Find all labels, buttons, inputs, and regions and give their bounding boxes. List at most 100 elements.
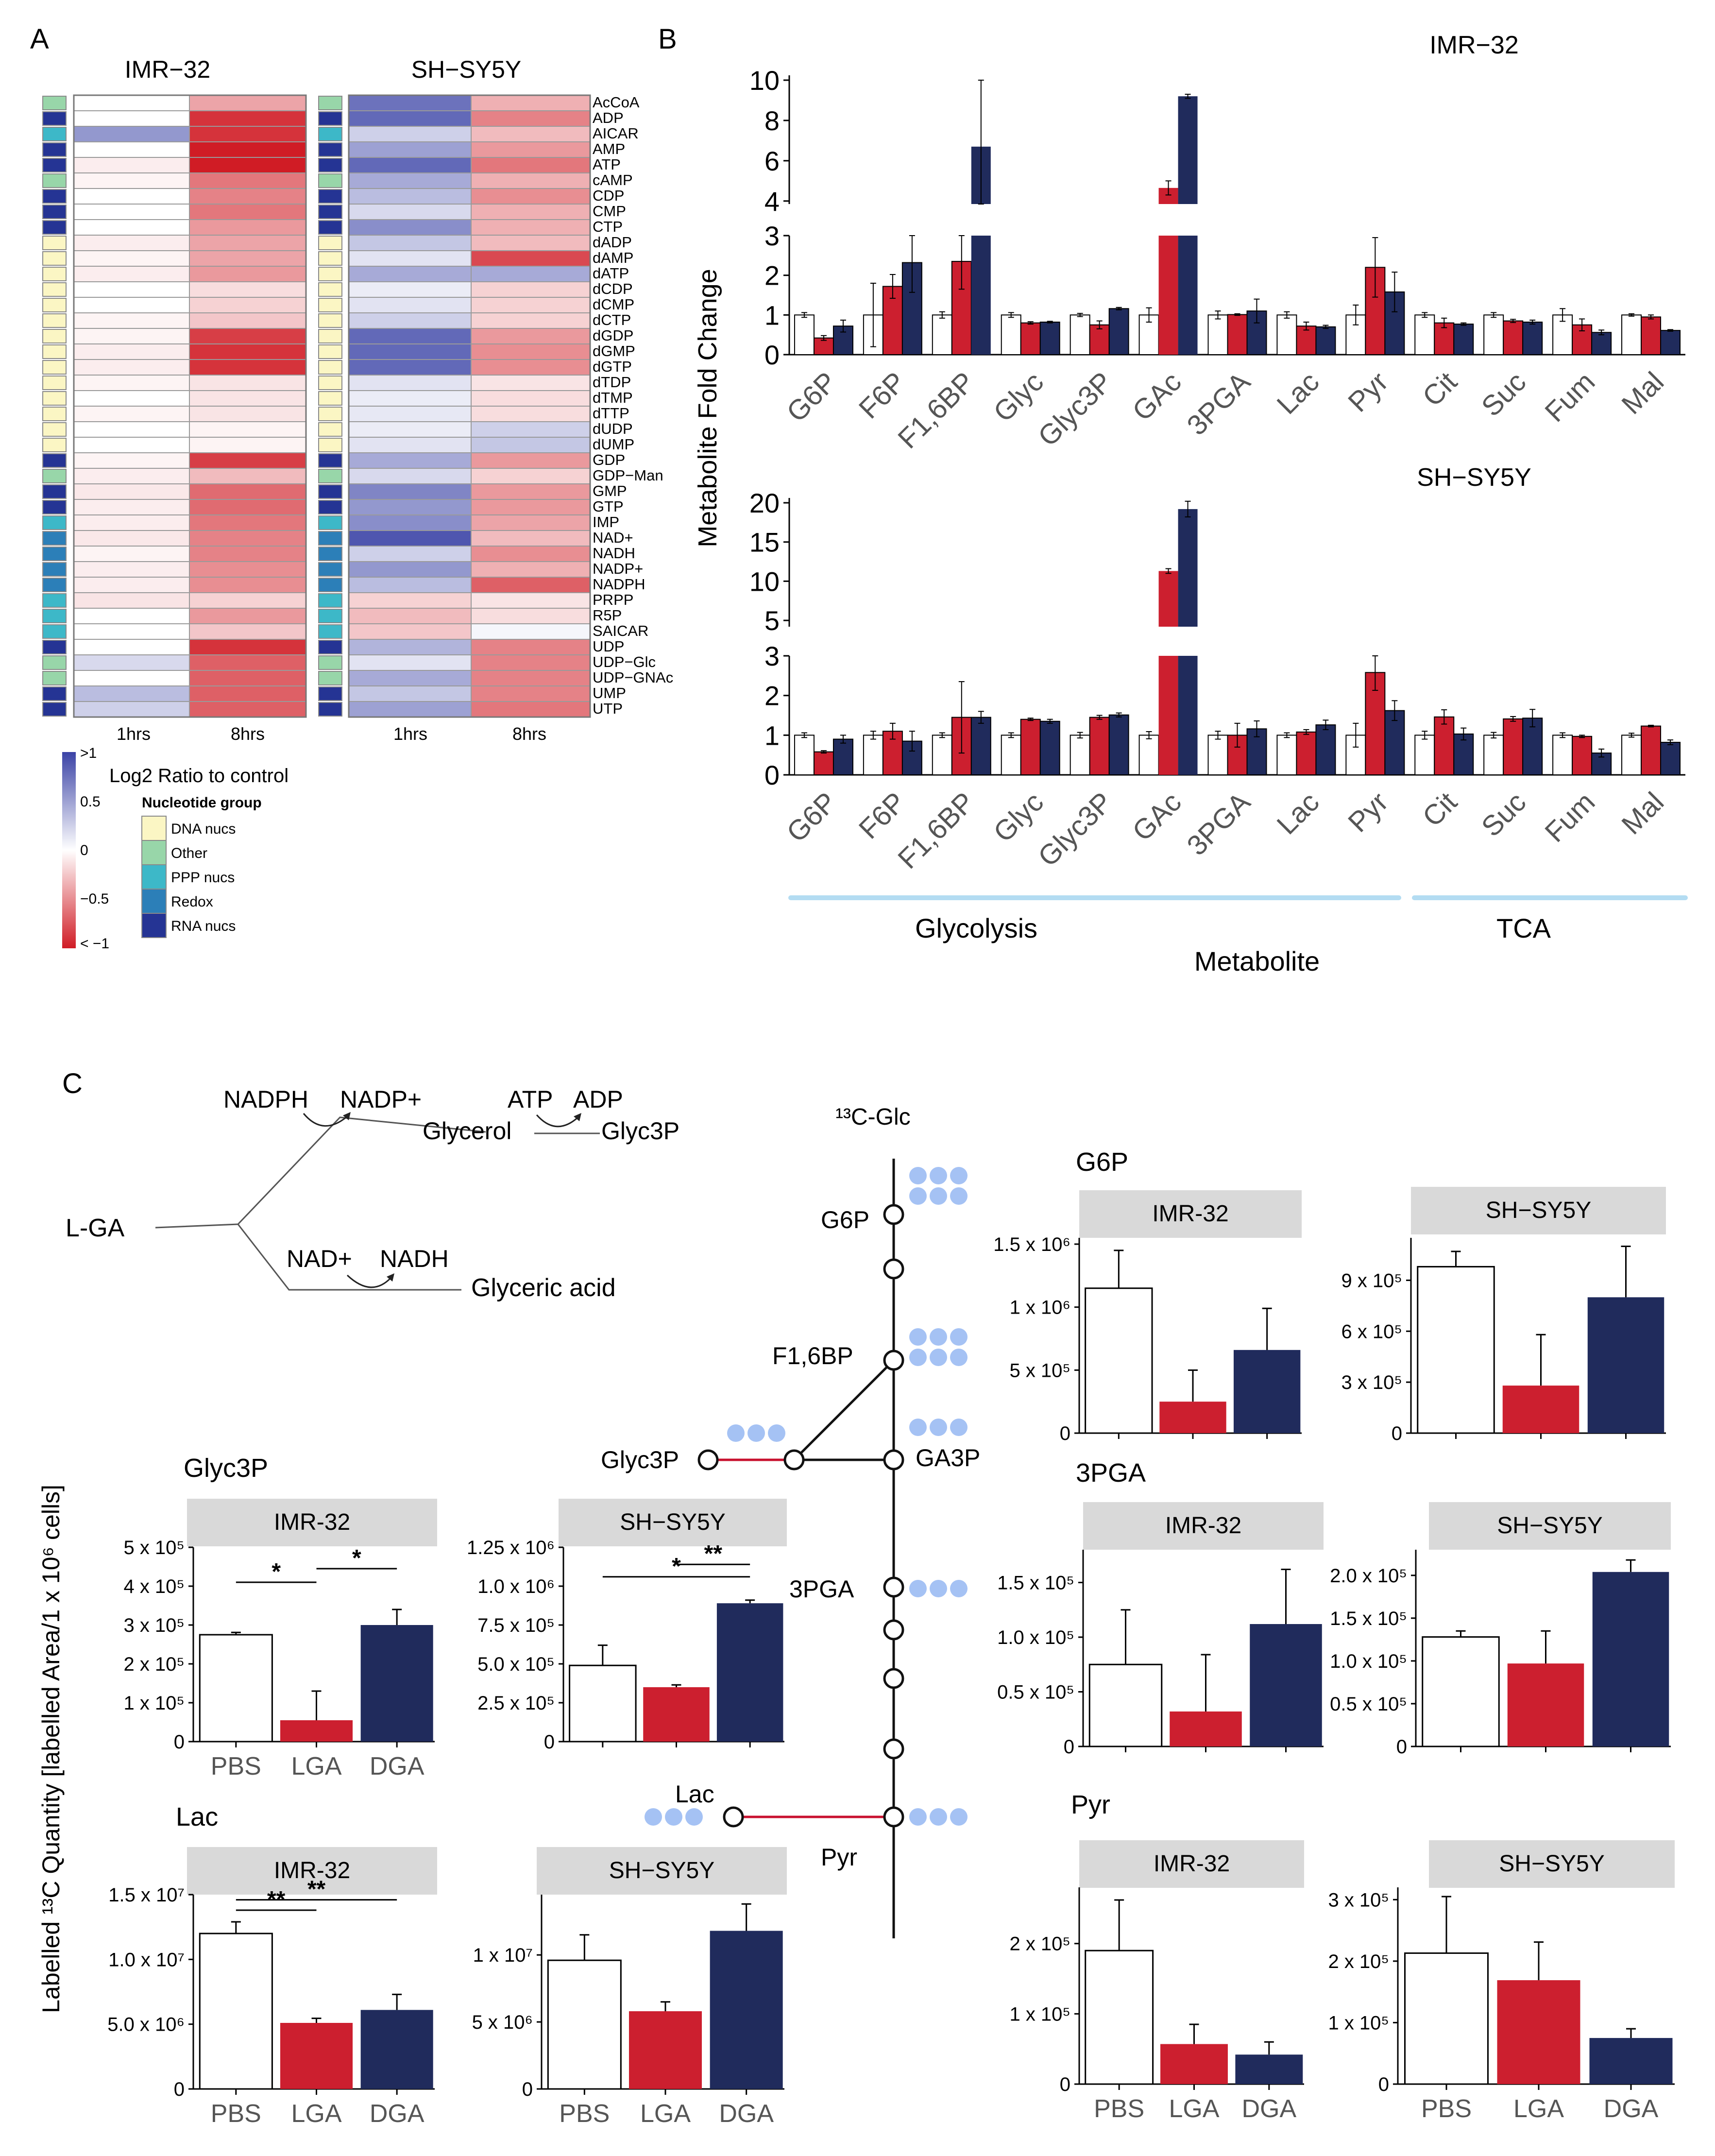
heatmap-cell <box>73 701 190 718</box>
pathway-node <box>883 1576 904 1598</box>
heatmap-cell <box>73 235 190 251</box>
facet-strip <box>187 1499 437 1546</box>
chart-title: G6P <box>1076 1147 1128 1177</box>
heatmap-cell <box>73 592 190 609</box>
carbon-dot <box>909 1167 927 1184</box>
group-cell-shsy5y <box>318 531 342 546</box>
group-cell-shsy5y <box>318 671 342 685</box>
heatmap-cell <box>348 546 472 562</box>
carbon-dot <box>909 1808 927 1826</box>
bar <box>1404 1952 1489 2085</box>
heatmap-cell <box>73 312 190 329</box>
y-tick-label: 1.5 x 10⁵ <box>1330 1608 1407 1629</box>
bar <box>1660 330 1681 356</box>
y-tick-label: 2 x 10⁵ <box>1328 1951 1389 1972</box>
y-tick-label: 0.5 x 10⁵ <box>1330 1694 1407 1715</box>
bar <box>863 735 883 776</box>
group-cell-shsy5y <box>318 142 342 157</box>
y-tick-label: 1.5 x 10⁵ <box>997 1573 1074 1594</box>
facet-strip <box>1079 1840 1304 1888</box>
heatmap-row-label: SAICAR <box>593 622 648 639</box>
group-cell-imr32 <box>42 111 67 126</box>
node-label-f16bp: F1,6BP <box>772 1342 853 1369</box>
group-cell-imr32 <box>42 407 67 421</box>
group-legend-swatch <box>141 889 167 914</box>
color-scale-bar <box>62 752 76 948</box>
group-cell-shsy5y <box>318 655 342 670</box>
heatmap-cell <box>73 561 190 578</box>
heatmap-cell <box>73 188 190 205</box>
y-tick-label: 1.5 x 10⁶ <box>993 1234 1070 1255</box>
heatmap-cell <box>73 390 190 407</box>
group-cell-shsy5y <box>318 500 342 514</box>
label-nad: NAD+ <box>287 1245 352 1272</box>
heatmap-cell <box>189 639 306 655</box>
bar <box>1621 735 1642 776</box>
bar <box>832 738 853 775</box>
pathway-node <box>883 1258 904 1280</box>
heatmap-cell <box>348 499 472 515</box>
heatmap-row-label: UDP <box>593 638 624 655</box>
bar <box>1276 735 1297 776</box>
y-tick-label: 0 <box>522 2079 533 2100</box>
legend-tick-neg05: −0.5 <box>80 891 109 907</box>
heatmap-cell <box>189 654 306 671</box>
heatmap-cell <box>73 468 190 484</box>
heatmap-row-label: AMP <box>593 140 625 157</box>
group-cell-imr32 <box>42 236 67 250</box>
panel-b: IMR−32 SH−SY5Y Metabolite Fold Change 0 1… <box>693 31 1688 976</box>
bar <box>1422 1636 1500 1747</box>
heatmap-row-label: AcCoA <box>593 94 640 111</box>
y-tick-label: 5 <box>764 605 780 636</box>
heatmap-row-label: GTP <box>593 498 624 515</box>
group-cell-shsy5y <box>318 609 342 623</box>
bar <box>1384 710 1405 775</box>
facet-strip <box>1411 1187 1666 1234</box>
x-tick-label: DGA <box>719 2100 774 2128</box>
bar <box>1414 314 1435 355</box>
panel-b-title-imr32: IMR−32 <box>1429 31 1519 59</box>
panel-label-a: A <box>30 23 49 55</box>
group-cell-shsy5y <box>318 313 342 328</box>
y-tick-label: 0 <box>1060 2074 1070 2095</box>
bar <box>1572 736 1593 775</box>
carbon-dot <box>950 1808 968 1826</box>
group-cell-imr32 <box>42 640 67 654</box>
group-cell-imr32 <box>42 220 67 235</box>
heatmap-cell <box>73 452 190 469</box>
y-tick-label: 2 x 10⁵ <box>1009 1934 1070 1955</box>
heatmap-cell <box>73 375 190 391</box>
heatmap-cell <box>73 297 190 313</box>
heatmap-cell <box>73 577 190 593</box>
y-tick-label: 3 x 10⁵ <box>123 1615 185 1636</box>
heatmap-cell <box>471 530 591 547</box>
heatmap-cell <box>73 406 190 422</box>
y-tick-label: 0.5 x 10⁵ <box>997 1682 1074 1703</box>
panel-b-x-title: Metabolite <box>1194 946 1320 976</box>
bar <box>1235 2054 1303 2084</box>
y-tick-label: 1.0 x 10⁵ <box>997 1627 1074 1648</box>
y-tick-label: 1 x 10⁵ <box>123 1693 185 1714</box>
heatmap-cell <box>348 421 472 438</box>
group-cell-shsy5y <box>318 251 342 266</box>
significance-label: ** <box>307 1877 326 1902</box>
heatmap-cell <box>189 561 306 578</box>
heatmap-cell <box>73 328 190 344</box>
y-tick-label: 20 <box>749 488 780 518</box>
panel-c-y-title: Labelled ¹³C Quantity [labelled Area/1 x… <box>37 1485 65 2013</box>
y-tick-label: 0 <box>174 2079 185 2100</box>
small-bar-chart: SH−SY5Y 0 5 x 10⁶ 1 x 10⁷ PBS LGA DGA <box>472 1847 787 2128</box>
heatmap-row-label: NADP+ <box>593 560 643 577</box>
bar <box>932 735 952 776</box>
heatmap-cell <box>348 266 472 282</box>
heatmap-cell <box>189 204 306 220</box>
small-bar-chart: SH−SY5Y 0 2.5 x 10⁵ 5.0 x 10⁵ 7.5 x 10⁵ 1.0 x… <box>467 1499 787 1753</box>
heatmap-cell <box>348 157 472 173</box>
small-bar-chart: SH−SY5Y 0 3 x 10⁵ 6 x 10⁵ 9 x 10⁵ <box>1341 1187 1666 1444</box>
heatmap-row-label: R5P <box>593 607 622 624</box>
legend-group-title: Nucleotide group <box>142 795 262 811</box>
nadph-arrow <box>303 1113 348 1127</box>
heatmap-row-label: dTMP <box>593 389 633 406</box>
carbon-dot <box>909 1187 927 1205</box>
bar <box>199 1634 273 1743</box>
